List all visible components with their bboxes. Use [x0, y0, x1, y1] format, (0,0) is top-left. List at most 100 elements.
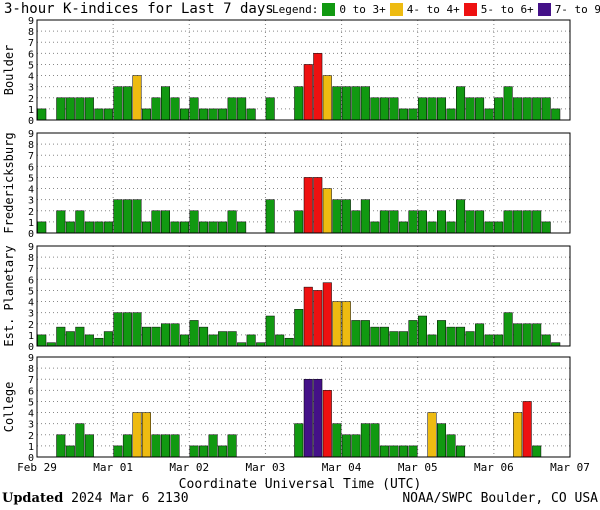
- k-index-bar: [151, 434, 161, 458]
- k-index-bar: [180, 221, 190, 234]
- k-index-bar: [379, 210, 389, 234]
- k-index-bar: [351, 86, 361, 121]
- k-index-bar: [417, 315, 427, 347]
- k-index-bar: [541, 221, 551, 234]
- k-index-bar: [141, 108, 151, 121]
- k-index-bar: [75, 97, 85, 121]
- k-index-bar: [446, 108, 456, 121]
- k-index-bar: [398, 331, 408, 347]
- y-tick-label: 5: [28, 397, 34, 408]
- y-tick-label: 8: [28, 364, 34, 375]
- k-index-bar: [456, 326, 466, 347]
- k-index-bar: [379, 445, 389, 458]
- k-index-bar: [332, 423, 342, 458]
- x-tick-label: Mar 07: [550, 461, 590, 474]
- k-index-bar: [475, 97, 485, 121]
- k-index-bar: [494, 221, 504, 234]
- k-index-bar: [237, 221, 247, 234]
- k-index-bar: [170, 221, 180, 234]
- k-index-bar: [65, 97, 75, 121]
- updated-timestamp: Updated 2024 Mar 6 2130: [2, 491, 189, 506]
- k-index-bar: [84, 334, 94, 347]
- k-index-bar: [322, 188, 332, 234]
- k-index-bar: [341, 434, 351, 458]
- x-tick-label: Mar 04: [322, 461, 362, 474]
- k-index-bar: [379, 326, 389, 347]
- y-tick-label: 5: [28, 173, 34, 184]
- k-index-bar: [199, 108, 209, 121]
- legend-swatch-red: [463, 3, 477, 16]
- k-index-bar: [237, 97, 247, 121]
- k-index-bar: [427, 334, 437, 347]
- y-tick-label: 7: [28, 264, 34, 275]
- x-tick-label: Feb 29: [17, 461, 57, 474]
- y-tick-label: 2: [28, 320, 34, 331]
- y-tick-label: 7: [28, 151, 34, 162]
- k-index-bar: [532, 97, 542, 121]
- k-index-bar: [218, 445, 228, 458]
- y-tick-label: 2: [28, 207, 34, 218]
- k-index-bar: [275, 334, 285, 347]
- station-label: Fredericksburg: [2, 132, 16, 233]
- k-index-bar: [141, 326, 151, 347]
- k-index-bar: [265, 97, 275, 121]
- x-axis-title: Coordinate Universal Time (UTC): [178, 477, 422, 492]
- k-index-bar: [484, 334, 494, 347]
- k-index-bar: [389, 331, 399, 347]
- legend-item-label: 0 to 3+: [339, 3, 386, 16]
- legend-swatch-yellow: [389, 3, 403, 16]
- k-index-bar: [294, 86, 304, 121]
- k-index-bar: [189, 210, 199, 234]
- k-index-bar: [437, 320, 447, 347]
- k-index-bar: [370, 97, 380, 121]
- k-index-bar: [398, 445, 408, 458]
- k-index-bar: [227, 210, 237, 234]
- station-label: Boulder: [2, 45, 16, 96]
- k-index-bar: [351, 434, 361, 458]
- k-index-bar: [456, 86, 466, 121]
- legend-item-label: 5- to 6+: [480, 3, 534, 16]
- k-index-bar: [84, 221, 94, 234]
- y-tick-label: 9: [28, 353, 34, 364]
- k-index-bar: [303, 177, 313, 234]
- plot-frame: [36, 132, 571, 234]
- k-index-bar: [189, 445, 199, 458]
- k-index-bar: [84, 97, 94, 121]
- k-index-bar: [218, 108, 228, 121]
- k-index-bar: [532, 323, 542, 347]
- k-index-bar: [503, 312, 513, 347]
- k-index-bar: [427, 412, 437, 458]
- k-index-bar: [122, 312, 132, 347]
- legend-item-yellow: 4- to 4+: [389, 3, 460, 16]
- y-tick-label: 1: [28, 105, 34, 116]
- k-index-bar: [360, 86, 370, 121]
- k-index-bar: [541, 97, 551, 121]
- k-index-bar: [417, 97, 427, 121]
- k-index-bar: [199, 221, 209, 234]
- k-index-bar: [189, 97, 199, 121]
- plot-frame: [36, 245, 571, 347]
- k-index-bar: [303, 64, 313, 121]
- k-index-bar: [132, 199, 142, 234]
- k-index-bar: [103, 108, 113, 121]
- k-index-bar: [332, 301, 342, 347]
- k-index-bar: [303, 286, 313, 347]
- legend-item-green: 0 to 3+: [322, 3, 386, 16]
- k-index-bar: [199, 445, 209, 458]
- k-index-bar: [56, 326, 66, 347]
- y-tick-label: 1: [28, 442, 34, 453]
- k-index-bar: [389, 210, 399, 234]
- k-index-bar: [160, 86, 171, 121]
- k-index-bar: [408, 210, 418, 234]
- y-tick-label: 0: [28, 342, 34, 353]
- y-tick-label: 6: [28, 275, 34, 286]
- x-tick-label: Mar 02: [169, 461, 209, 474]
- k-index-bar: [65, 221, 75, 234]
- k-index-bar: [408, 320, 418, 347]
- legend-swatch-purple: [537, 3, 551, 16]
- k-index-bar: [208, 221, 218, 234]
- k-index-bar: [313, 290, 323, 347]
- k-index-bar: [84, 434, 94, 458]
- k-index-bar: [341, 301, 351, 347]
